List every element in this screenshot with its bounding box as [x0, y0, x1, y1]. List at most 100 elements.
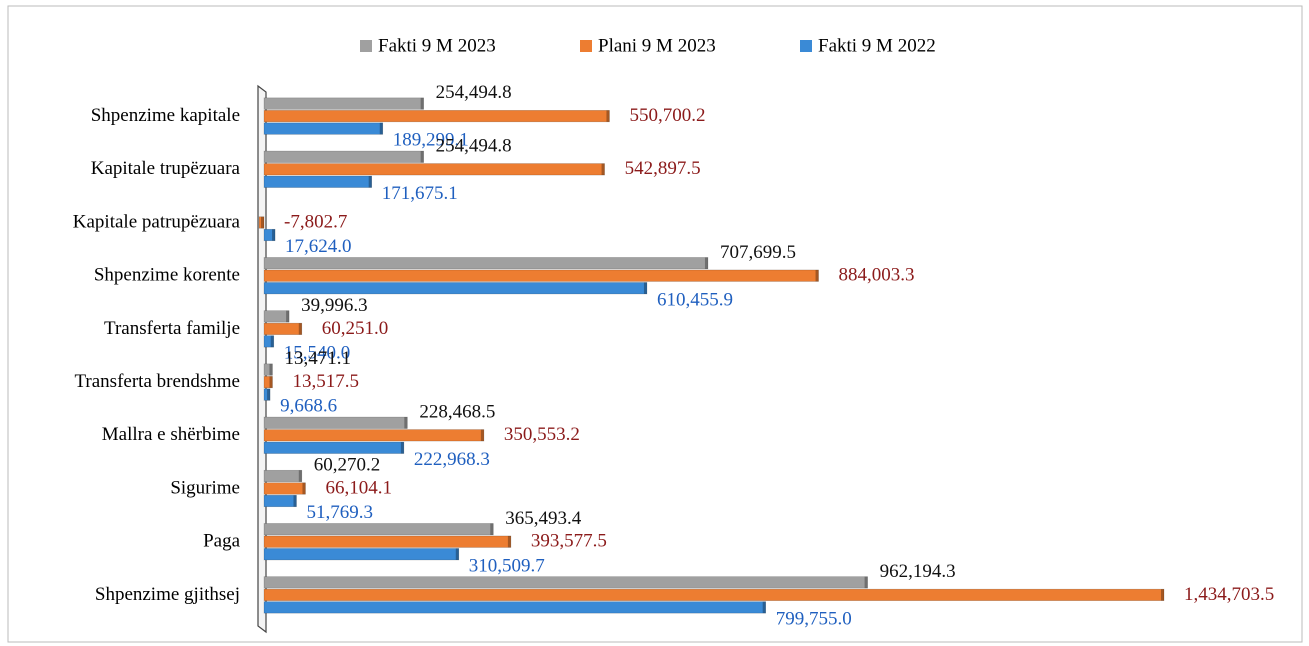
legend-swatch: [800, 40, 812, 52]
category-label: Shpenzime korente: [94, 265, 240, 286]
data-label: 610,455.9: [657, 289, 733, 310]
bar: [263, 601, 766, 614]
bar-cap: [286, 310, 290, 323]
bar: [263, 416, 408, 429]
bar: [263, 97, 424, 110]
category-label: Transferta brendshme: [74, 371, 240, 392]
data-label: 51,769.3: [306, 502, 373, 523]
bar: [263, 322, 303, 335]
category-label: Transferta familje: [104, 318, 240, 339]
data-label: 66,104.1: [325, 477, 392, 498]
bar-cap: [606, 110, 610, 122]
data-label: 15,540.0: [284, 343, 351, 364]
bar-cap: [762, 601, 766, 614]
bar: [263, 523, 494, 536]
legend-label: Plani 9 M 2023: [598, 35, 716, 56]
frame: [7, 5, 1303, 643]
data-label: 799,755.0: [776, 609, 852, 630]
bar-cap: [269, 363, 273, 376]
data-label: 350,553.2: [504, 424, 580, 445]
bar-cap: [298, 323, 302, 335]
data-label: -7,802.7: [284, 211, 347, 232]
data-label: 254,494.8: [436, 82, 512, 103]
legend-label: Fakti 9 M 2023: [378, 35, 496, 56]
data-label: 17,624.0: [285, 236, 352, 257]
bar: [263, 469, 303, 483]
bar: [263, 548, 460, 561]
bar-cap: [368, 176, 372, 188]
bar-cap: [455, 548, 459, 560]
bar: [263, 282, 648, 295]
data-label: 189,299.1: [393, 130, 469, 151]
data-label: 1,434,703.5: [1184, 584, 1274, 605]
category-label: Kapitale patrupëzuara: [73, 211, 241, 232]
bar: [263, 535, 512, 548]
data-label: 310,509.7: [469, 555, 545, 576]
data-label: 9,668.6: [280, 396, 337, 417]
bar-cap: [864, 576, 868, 589]
category-label: Paga: [203, 531, 241, 552]
bar-cap: [490, 523, 494, 535]
data-label: 39,996.3: [301, 295, 368, 316]
bar-cap: [400, 442, 404, 454]
bar-cap: [643, 282, 647, 294]
data-label: 13,517.5: [292, 371, 359, 392]
bar: [263, 388, 271, 401]
data-label: 365,493.4: [505, 508, 582, 529]
legend-swatch: [580, 40, 592, 52]
bar: [263, 576, 868, 589]
bar: [263, 122, 384, 135]
bar: [263, 175, 372, 188]
data-label: 542,897.5: [625, 158, 701, 179]
category-label: Shpenzime kapitale: [91, 105, 240, 126]
bar-cap: [269, 376, 273, 388]
bar-cap: [480, 429, 484, 442]
data-label: 550,700.2: [629, 105, 705, 126]
bar-cap: [293, 495, 297, 507]
data-label: 962,194.3: [880, 561, 956, 582]
bar-cap: [302, 482, 306, 495]
bar-cap: [270, 335, 274, 348]
data-label: 60,251.0: [322, 318, 389, 339]
data-label: 707,699.5: [720, 242, 796, 263]
data-label: 60,270.2: [314, 455, 381, 476]
data-label: 393,577.5: [531, 531, 607, 552]
bar: [263, 441, 405, 454]
bar: [263, 376, 273, 389]
data-label: 222,968.3: [414, 449, 490, 470]
bar-cap: [404, 417, 408, 429]
bar: [263, 163, 605, 176]
data-label: 13,471.1: [284, 348, 351, 369]
data-label: 884,003.3: [839, 265, 915, 286]
bar-cap: [272, 229, 276, 241]
bar-cap: [507, 535, 511, 548]
bar: [258, 216, 265, 229]
bar-cap: [298, 470, 302, 482]
bar-cap: [704, 257, 708, 269]
bar: [263, 429, 485, 442]
bar-cap: [379, 122, 383, 135]
bar-cap: [1161, 589, 1164, 601]
bar: [263, 588, 1165, 601]
bar: [263, 335, 275, 348]
bar: [263, 494, 297, 508]
bar: [263, 363, 273, 376]
category-label: Sigurime: [170, 477, 240, 498]
bar-cap: [420, 97, 424, 110]
bar-cap: [267, 388, 271, 401]
category-label: Kapitale trupëzuara: [91, 158, 241, 179]
bar: [263, 482, 306, 495]
data-label: 254,494.8: [436, 135, 512, 156]
bar: [263, 257, 709, 270]
category-label: Shpenzime gjithsej: [95, 584, 240, 605]
bar-cap: [261, 216, 264, 229]
bar: [263, 269, 819, 282]
bar: [263, 310, 290, 323]
bar: [263, 110, 610, 123]
bar-cap: [601, 163, 605, 176]
data-label: 171,675.1: [382, 183, 458, 204]
legend-swatch: [360, 40, 372, 52]
bar-cap: [815, 269, 819, 282]
category-label: Mallra e shërbime: [102, 424, 240, 445]
